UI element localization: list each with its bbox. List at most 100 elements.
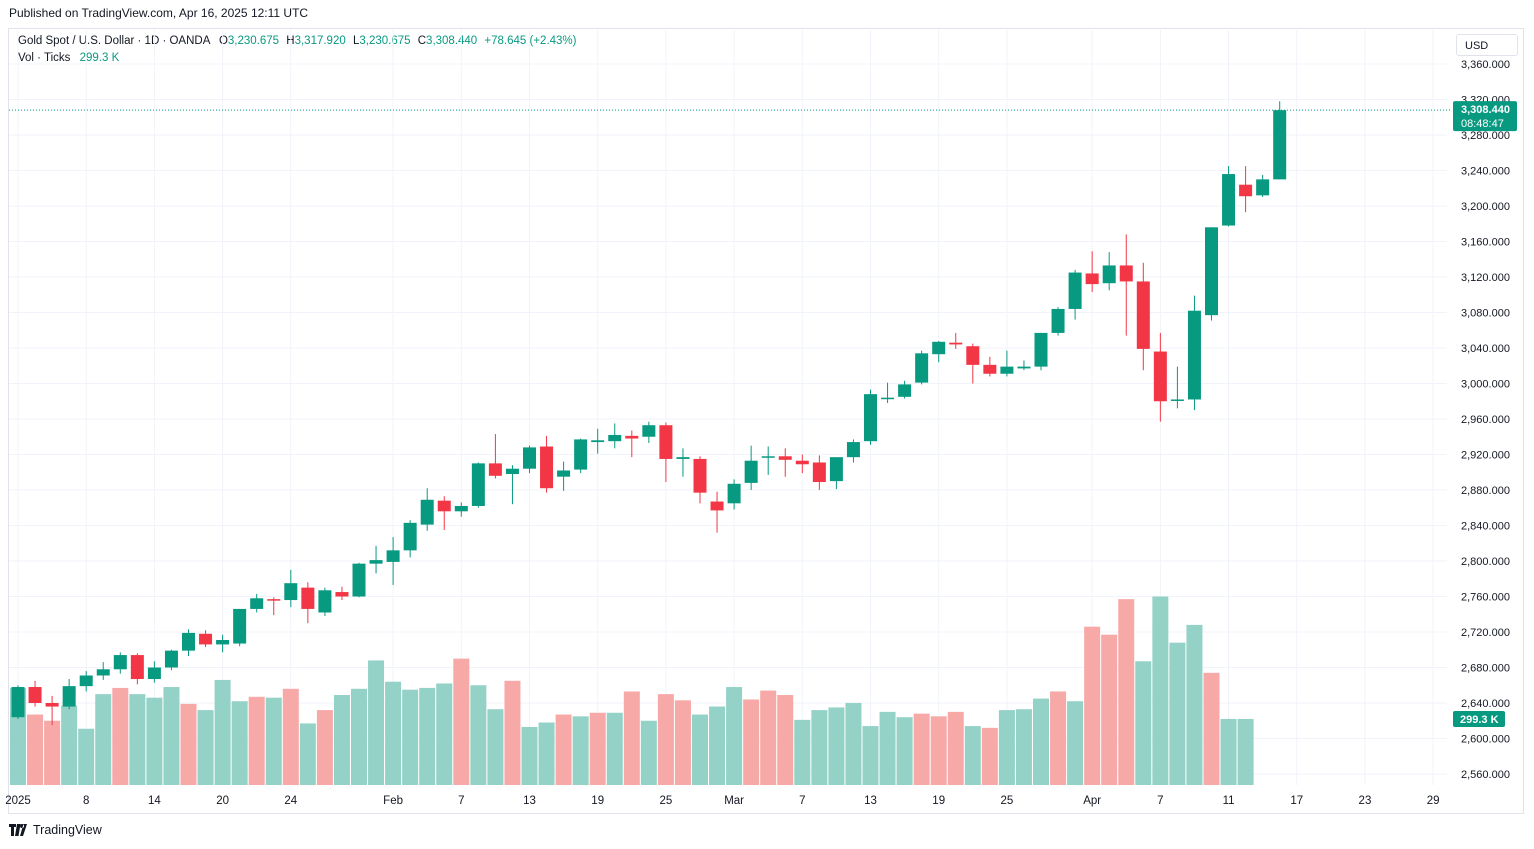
- candle-body: [216, 639, 230, 645]
- volume-bar: [760, 690, 777, 785]
- candle-body: [1273, 110, 1287, 180]
- price-tick-label: 3,200.000: [1461, 201, 1510, 213]
- candle-body: [881, 397, 895, 400]
- price-badge-price: 3,308.440: [1461, 104, 1510, 116]
- price-tick-label: 3,280.000: [1461, 130, 1510, 142]
- symbol-legend[interactable]: Gold Spot / U.S. Dollar · 1D · OANDA O3,…: [18, 35, 577, 47]
- time-tick-label: 23: [1359, 795, 1372, 807]
- volume-bar: [470, 685, 487, 785]
- time-tick-label: 13: [523, 795, 536, 807]
- candle-body: [505, 468, 519, 475]
- volume-bar: [129, 694, 146, 785]
- volume-bar: [61, 705, 78, 785]
- volume-bar: [879, 711, 896, 785]
- volume-bar: [913, 713, 930, 785]
- volume-bar: [930, 716, 947, 785]
- time-tick-label: 8: [83, 795, 89, 807]
- candles: [11, 101, 1287, 726]
- candle-body: [540, 446, 554, 489]
- symbol-title: Gold Spot / U.S. Dollar · 1D · OANDA: [18, 35, 210, 47]
- volume-bar: [265, 697, 282, 785]
- volume-bar: [1169, 642, 1186, 785]
- volume-bar: [981, 727, 998, 785]
- price-tick-label: 3,240.000: [1461, 166, 1510, 178]
- candle-body: [864, 394, 877, 442]
- candle-body: [1187, 310, 1201, 400]
- candle-body: [1153, 351, 1167, 402]
- volume-bar: [419, 687, 436, 785]
- time-tick-label: Apr: [1083, 795, 1101, 807]
- volume-bar: [538, 722, 555, 785]
- candle-body: [983, 364, 997, 374]
- price-tick-label: 2,840.000: [1461, 521, 1510, 533]
- volume-bar: [231, 701, 248, 785]
- footer-brand[interactable]: TradingView: [9, 823, 102, 837]
- volume-bar: [27, 714, 44, 785]
- time-tick-label: 17: [1290, 795, 1303, 807]
- price-tick-label: 2,960.000: [1461, 414, 1510, 426]
- price-tick-label: 2,600.000: [1461, 734, 1510, 746]
- volume-bar: [299, 723, 316, 785]
- volume-bar: [1152, 596, 1169, 785]
- volume-bar: [743, 699, 760, 785]
- volume-bar: [674, 700, 691, 785]
- volume-bar: [606, 712, 623, 785]
- candle-body: [79, 675, 93, 687]
- time-tick-label: 11: [1223, 795, 1235, 807]
- time-tick-label: 29: [1427, 795, 1440, 807]
- candle-body: [915, 353, 929, 383]
- published-caption: Published on TradingView.com, Apr 16, 20…: [9, 6, 309, 20]
- candle-body: [11, 687, 25, 718]
- candle-body: [284, 583, 298, 601]
- candle-body: [642, 425, 656, 437]
- candle-body: [267, 599, 281, 601]
- volume-bar: [964, 726, 981, 785]
- candle-body: [1034, 332, 1048, 367]
- volume-bar: [1220, 718, 1237, 785]
- price-tick-label: 2,640.000: [1461, 698, 1510, 710]
- high-value: 3,317.920: [294, 35, 346, 47]
- candle-body: [1017, 366, 1031, 369]
- candle-body: [233, 608, 247, 644]
- candle-body: [147, 667, 161, 680]
- time-tick-label: 7: [1157, 795, 1163, 807]
- candle-body: [727, 483, 741, 504]
- price-badge-box: [1453, 101, 1517, 132]
- candle-body: [591, 440, 605, 443]
- candle-body: [369, 560, 383, 564]
- price-badge-countdown: 08:48:47: [1461, 118, 1504, 130]
- volume-bar: [640, 720, 657, 785]
- low-label: L: [352, 35, 360, 47]
- candle-body: [829, 457, 843, 482]
- candle-body: [659, 425, 673, 459]
- volume-bar: [351, 688, 367, 785]
- candle-body: [1239, 184, 1253, 197]
- time-tick-label: 7: [799, 795, 805, 807]
- candle-body: [1051, 308, 1065, 333]
- volume-legend[interactable]: Vol · Ticks 299.3 K: [18, 52, 119, 64]
- candle-body: [949, 342, 963, 345]
- volume-bar: [248, 696, 265, 785]
- volume-bar: [316, 710, 333, 785]
- time-tick-label: 25: [1001, 795, 1014, 807]
- time-tick-label: 25: [660, 795, 673, 807]
- time-tick-label: 7: [458, 795, 464, 807]
- time-tick-label: 19: [591, 795, 604, 807]
- price-tick-label: 2,720.000: [1461, 627, 1510, 639]
- volume-bar: [998, 710, 1015, 785]
- currency-button[interactable]: USD: [1456, 34, 1518, 56]
- candle-body: [250, 598, 264, 609]
- volume-bar: [385, 681, 402, 785]
- candle-body: [710, 501, 724, 511]
- volume-bar: [572, 716, 589, 785]
- low-value: 3,230.675: [359, 35, 411, 47]
- volume-bar: [623, 691, 640, 785]
- volume-bar: [180, 703, 197, 785]
- change-value: +78.645 (+2.43%): [484, 35, 577, 47]
- candle-body: [403, 522, 417, 551]
- footer-brand-name: TradingView: [33, 823, 102, 837]
- candle-body: [812, 462, 826, 483]
- time-tick-label: 2025: [5, 795, 31, 807]
- candle-body: [557, 470, 571, 477]
